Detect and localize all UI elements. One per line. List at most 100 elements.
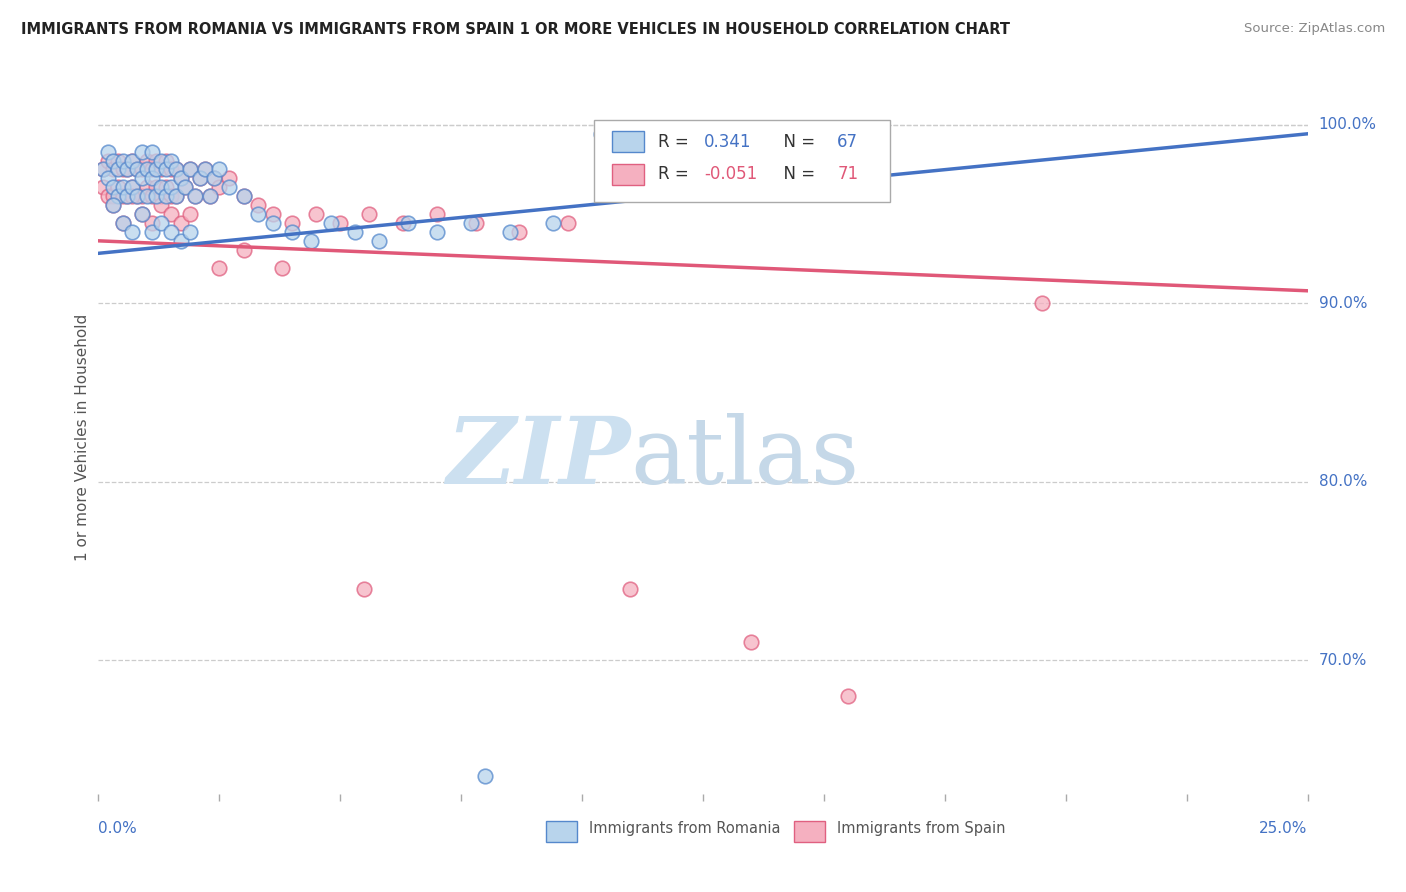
Point (179, 225, 201, 239)
Point (131, 171, 153, 186)
Point (121, 180, 143, 194)
Point (208, 180, 231, 194)
Point (232, 189, 254, 203)
Point (169, 171, 191, 186)
Point (117, 189, 139, 203)
Text: 71: 71 (837, 166, 858, 184)
Point (127, 189, 149, 203)
Point (179, 207, 201, 221)
Point (91, 180, 114, 194)
Text: 90.0%: 90.0% (1319, 296, 1367, 310)
Text: ZIP: ZIP (446, 414, 630, 503)
Point (198, 189, 221, 203)
Point (204, 171, 226, 186)
Point (111, 153, 134, 168)
Text: 25.0%: 25.0% (1260, 821, 1308, 836)
Point (145, 180, 167, 194)
Point (305, 207, 328, 221)
Point (107, 189, 129, 203)
Point (141, 171, 163, 186)
Point (644, 145, 666, 159)
Point (111, 162, 134, 177)
Point (117, 162, 139, 177)
Y-axis label: 1 or more Vehicles in Household: 1 or more Vehicles in Household (75, 313, 90, 561)
Point (121, 180, 143, 194)
Point (107, 180, 129, 194)
Point (101, 162, 124, 177)
Point (131, 207, 153, 221)
Point (169, 234, 191, 248)
Point (150, 189, 173, 203)
Text: atlas: atlas (630, 414, 859, 503)
Point (165, 189, 187, 203)
Point (150, 162, 173, 177)
Text: 80.0%: 80.0% (1319, 475, 1367, 489)
Text: 100.0%: 100.0% (1319, 118, 1376, 132)
Point (837, 689, 859, 703)
Point (121, 153, 143, 168)
Point (464, 216, 486, 230)
Point (281, 216, 304, 230)
Text: -0.051: -0.051 (704, 166, 758, 184)
Point (127, 189, 149, 203)
Point (111, 216, 134, 230)
Point (474, 769, 496, 783)
Point (160, 207, 183, 221)
Text: R =: R = (658, 166, 695, 184)
Point (127, 162, 149, 177)
Point (141, 216, 163, 230)
Point (135, 189, 157, 203)
Point (160, 225, 183, 239)
Text: 67: 67 (837, 133, 858, 151)
FancyBboxPatch shape (612, 131, 644, 153)
FancyBboxPatch shape (546, 821, 578, 842)
Point (160, 162, 183, 177)
Point (188, 171, 211, 186)
Point (392, 216, 415, 230)
Point (141, 225, 163, 239)
Point (97, 145, 120, 159)
Point (262, 207, 284, 221)
Point (160, 189, 183, 203)
Point (353, 582, 375, 596)
Point (194, 162, 217, 177)
Point (127, 162, 149, 177)
Point (508, 225, 530, 239)
Point (184, 189, 207, 203)
Point (426, 225, 449, 239)
Point (141, 162, 163, 177)
Point (160, 153, 183, 168)
Point (396, 216, 419, 230)
Point (101, 180, 124, 194)
Point (101, 153, 124, 168)
Point (740, 635, 762, 649)
Point (107, 162, 129, 177)
Point (111, 216, 134, 230)
Point (165, 162, 187, 177)
Point (208, 260, 231, 275)
Point (165, 162, 187, 177)
Point (1031, 296, 1053, 310)
Point (541, 216, 564, 230)
Point (150, 153, 173, 168)
Point (101, 198, 124, 212)
Point (218, 171, 240, 186)
Point (165, 189, 187, 203)
Point (131, 189, 153, 203)
Point (131, 207, 153, 221)
Text: 0.0%: 0.0% (98, 821, 138, 836)
Point (135, 153, 157, 168)
Point (101, 189, 124, 203)
FancyBboxPatch shape (793, 821, 825, 842)
Point (319, 216, 342, 230)
Point (591, 127, 613, 141)
Point (329, 216, 352, 230)
Point (198, 189, 221, 203)
Point (299, 234, 322, 248)
Point (188, 171, 211, 186)
Text: R =: R = (658, 133, 695, 151)
Point (426, 207, 449, 221)
Point (247, 198, 270, 212)
Text: 70.0%: 70.0% (1319, 653, 1367, 667)
Point (121, 225, 143, 239)
